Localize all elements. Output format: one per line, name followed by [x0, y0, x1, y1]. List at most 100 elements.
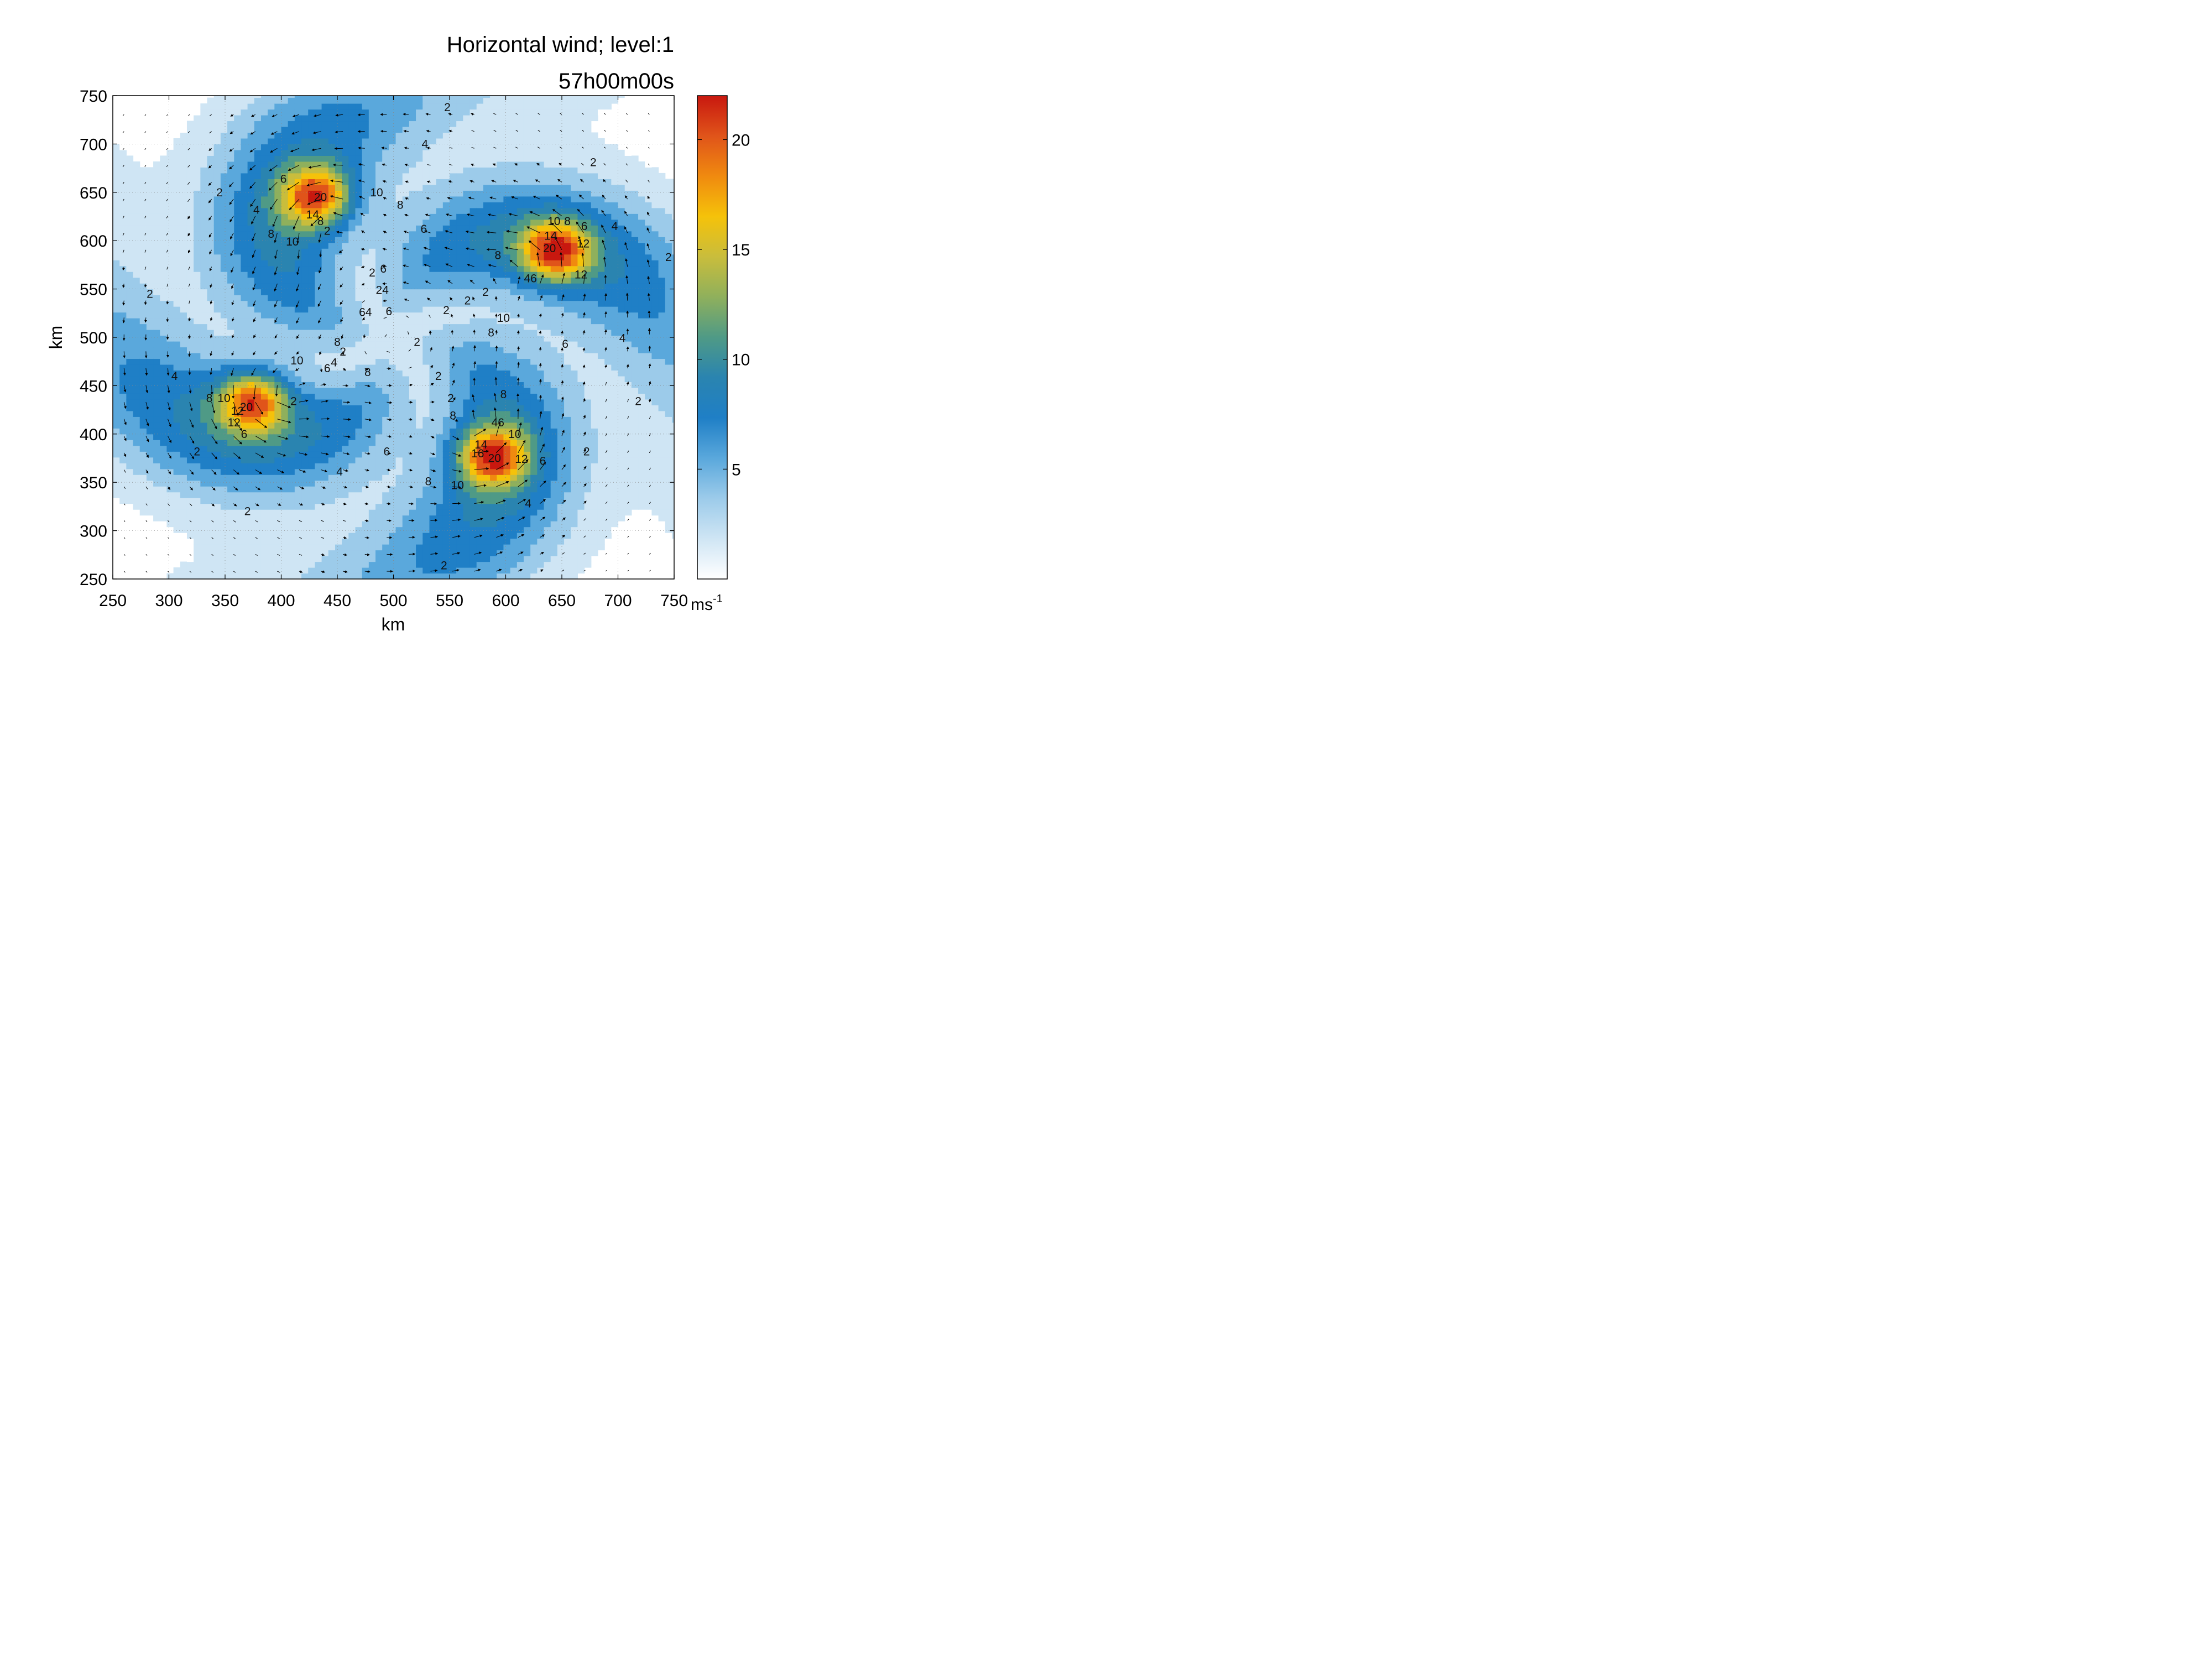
field-cell	[260, 550, 268, 556]
field-cell	[490, 347, 497, 353]
field-cell	[166, 358, 174, 365]
field-cell	[429, 324, 437, 330]
field-cell	[476, 428, 484, 435]
field-cell	[442, 149, 450, 156]
field-cell	[523, 161, 531, 168]
field-cell	[362, 155, 369, 162]
field-cell	[180, 306, 187, 313]
field-cell	[146, 179, 154, 185]
field-cell	[463, 422, 471, 429]
field-cell	[530, 509, 538, 516]
field-cell	[450, 109, 457, 116]
field-cell	[469, 498, 477, 504]
field-cell	[469, 352, 477, 359]
field-cell	[463, 486, 471, 493]
field-cell	[294, 370, 302, 377]
field-cell	[503, 126, 511, 133]
field-cell	[247, 521, 255, 528]
field-cell	[422, 196, 430, 202]
field-cell	[395, 468, 403, 475]
field-cell	[139, 306, 147, 313]
field-cell	[355, 114, 363, 122]
field-cell	[234, 277, 242, 284]
field-cell	[119, 440, 127, 446]
field-cell	[200, 265, 208, 272]
field-cell	[436, 97, 444, 104]
field-cell	[146, 295, 154, 301]
field-cell	[382, 538, 389, 545]
field-cell	[416, 573, 423, 579]
field-cell	[301, 556, 309, 562]
field-cell	[503, 515, 511, 521]
field-cell	[328, 405, 336, 411]
field-cell	[301, 422, 309, 429]
field-cell	[207, 492, 215, 498]
field-cell	[274, 121, 282, 127]
field-cell	[113, 289, 120, 295]
field-cell	[207, 237, 215, 243]
field-cell	[476, 300, 484, 307]
field-cell	[450, 486, 457, 493]
field-cell	[483, 225, 491, 232]
field-cell	[389, 533, 397, 539]
field-cell	[166, 515, 174, 521]
field-cell	[328, 190, 336, 197]
field-cell	[160, 306, 168, 313]
field-cell	[389, 196, 397, 202]
field-cell	[463, 474, 471, 481]
field-cell	[126, 486, 134, 493]
field-cell	[442, 167, 450, 174]
field-cell	[321, 121, 329, 127]
field-cell	[362, 144, 369, 150]
field-cell	[126, 167, 134, 174]
field-cell	[254, 149, 262, 156]
field-cell	[227, 486, 234, 493]
field-cell	[268, 96, 275, 98]
field-cell	[146, 370, 154, 377]
field-cell	[335, 509, 342, 516]
field-cell	[301, 300, 309, 307]
field-cell	[288, 202, 295, 208]
field-cell	[510, 126, 518, 133]
field-cell	[362, 556, 369, 562]
field-cell	[510, 341, 518, 348]
field-cell	[180, 515, 187, 521]
field-cell	[241, 358, 248, 365]
field-cell	[490, 121, 497, 127]
field-cell	[402, 533, 410, 539]
field-cell	[355, 538, 363, 545]
field-cell	[315, 96, 322, 98]
field-cell	[294, 567, 302, 574]
field-cell	[315, 196, 322, 202]
field-cell	[442, 405, 450, 411]
field-cell	[301, 126, 309, 133]
field-cell	[335, 97, 342, 104]
field-cell	[382, 283, 389, 290]
field-cell	[315, 347, 322, 353]
field-cell	[241, 295, 248, 301]
field-cell	[342, 521, 349, 528]
field-cell	[200, 498, 208, 504]
field-cell	[402, 126, 410, 133]
field-cell	[450, 179, 457, 185]
field-cell	[436, 335, 444, 342]
field-cell	[402, 358, 410, 365]
field-cell	[288, 480, 295, 487]
field-cell	[497, 382, 504, 388]
field-cell	[301, 416, 309, 423]
field-cell	[274, 103, 282, 110]
field-cell	[348, 300, 356, 307]
field-cell	[409, 573, 416, 579]
field-cell	[463, 289, 471, 295]
field-cell	[241, 347, 248, 353]
field-cell	[207, 184, 215, 191]
field-cell	[402, 295, 410, 301]
field-cell	[146, 451, 154, 458]
field-cell	[288, 352, 295, 359]
field-cell	[422, 260, 430, 267]
field-cell	[260, 121, 268, 127]
field-cell	[194, 533, 201, 539]
field-cell	[456, 283, 463, 290]
field-cell	[186, 231, 194, 237]
field-cell	[274, 213, 282, 220]
